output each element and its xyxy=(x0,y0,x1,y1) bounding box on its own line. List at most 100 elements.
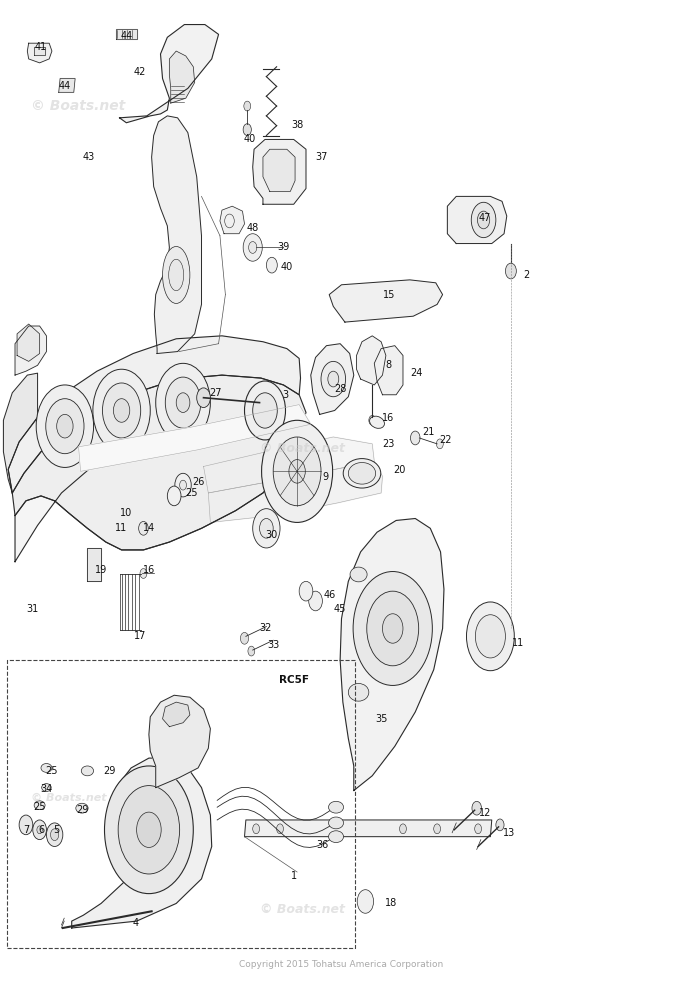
Circle shape xyxy=(104,766,193,894)
Circle shape xyxy=(113,399,130,422)
Polygon shape xyxy=(245,820,492,837)
Text: © Boats.net: © Boats.net xyxy=(260,442,344,455)
Text: 6: 6 xyxy=(38,825,44,835)
Circle shape xyxy=(471,202,496,238)
Text: 38: 38 xyxy=(291,120,303,130)
Text: RC5F: RC5F xyxy=(279,675,309,684)
Circle shape xyxy=(299,581,313,601)
Text: © Boats.net: © Boats.net xyxy=(31,792,107,802)
Circle shape xyxy=(505,263,516,279)
Circle shape xyxy=(240,632,249,644)
Ellipse shape xyxy=(348,463,376,484)
Circle shape xyxy=(93,369,150,452)
Circle shape xyxy=(353,572,432,685)
Ellipse shape xyxy=(169,259,184,291)
Text: 20: 20 xyxy=(393,465,406,475)
Text: 41: 41 xyxy=(35,42,47,52)
Polygon shape xyxy=(15,326,46,375)
Circle shape xyxy=(436,439,443,449)
Polygon shape xyxy=(152,116,201,354)
Circle shape xyxy=(175,473,191,497)
Polygon shape xyxy=(3,373,38,493)
Circle shape xyxy=(180,480,186,490)
Polygon shape xyxy=(169,51,195,103)
Text: 25: 25 xyxy=(45,766,57,776)
Ellipse shape xyxy=(348,683,369,701)
Text: 8: 8 xyxy=(385,360,391,370)
Text: 34: 34 xyxy=(40,784,53,793)
Ellipse shape xyxy=(41,764,52,772)
Text: 40: 40 xyxy=(243,135,255,144)
Circle shape xyxy=(19,815,33,835)
Circle shape xyxy=(369,415,376,425)
Ellipse shape xyxy=(343,459,381,488)
Ellipse shape xyxy=(329,801,344,813)
Ellipse shape xyxy=(81,766,94,776)
Text: 22: 22 xyxy=(439,435,451,445)
Circle shape xyxy=(51,829,59,841)
Circle shape xyxy=(253,824,260,834)
Text: 33: 33 xyxy=(267,640,279,650)
Polygon shape xyxy=(34,47,45,55)
Text: 40: 40 xyxy=(281,262,293,272)
Polygon shape xyxy=(311,344,354,414)
Circle shape xyxy=(57,414,73,438)
Text: 1: 1 xyxy=(291,871,296,881)
Ellipse shape xyxy=(76,803,88,813)
Polygon shape xyxy=(120,25,219,123)
Polygon shape xyxy=(163,702,190,727)
Text: 28: 28 xyxy=(334,384,346,394)
Circle shape xyxy=(36,385,94,467)
Circle shape xyxy=(475,615,505,658)
Text: 11: 11 xyxy=(115,523,128,533)
Ellipse shape xyxy=(350,568,367,581)
Polygon shape xyxy=(329,280,443,322)
Ellipse shape xyxy=(329,817,344,829)
Text: 44: 44 xyxy=(59,82,71,91)
Text: 11: 11 xyxy=(512,638,524,648)
Text: 4: 4 xyxy=(133,918,138,928)
Circle shape xyxy=(243,124,251,136)
Text: 29: 29 xyxy=(103,766,115,776)
Circle shape xyxy=(244,101,251,111)
Text: 16: 16 xyxy=(382,413,394,423)
Polygon shape xyxy=(263,149,295,191)
Circle shape xyxy=(167,486,181,506)
Text: 2: 2 xyxy=(522,270,529,280)
Circle shape xyxy=(477,211,490,229)
Text: 10: 10 xyxy=(120,508,133,518)
Text: 19: 19 xyxy=(95,565,107,574)
Text: 39: 39 xyxy=(277,243,290,252)
Text: 23: 23 xyxy=(382,439,394,449)
Polygon shape xyxy=(27,43,52,63)
Circle shape xyxy=(249,242,257,253)
Ellipse shape xyxy=(370,416,385,428)
Text: 36: 36 xyxy=(316,840,329,849)
Text: 48: 48 xyxy=(247,223,259,233)
Polygon shape xyxy=(59,79,75,92)
Circle shape xyxy=(253,509,280,548)
Circle shape xyxy=(309,591,322,611)
Text: 30: 30 xyxy=(266,530,278,540)
Text: 17: 17 xyxy=(134,631,146,641)
Text: © Boats.net: © Boats.net xyxy=(31,99,125,113)
Circle shape xyxy=(253,393,277,428)
Polygon shape xyxy=(116,29,137,39)
Polygon shape xyxy=(149,695,210,788)
Circle shape xyxy=(245,381,285,440)
Polygon shape xyxy=(8,336,301,493)
Polygon shape xyxy=(208,462,382,522)
Polygon shape xyxy=(204,437,374,493)
Polygon shape xyxy=(87,548,101,581)
Polygon shape xyxy=(15,430,290,562)
Circle shape xyxy=(37,826,42,834)
Circle shape xyxy=(197,388,210,408)
Circle shape xyxy=(248,646,255,656)
Polygon shape xyxy=(340,518,444,791)
Text: 26: 26 xyxy=(192,477,204,487)
Polygon shape xyxy=(220,206,245,234)
Polygon shape xyxy=(374,346,403,395)
Text: 13: 13 xyxy=(503,828,515,838)
Circle shape xyxy=(46,823,63,846)
Ellipse shape xyxy=(42,784,51,791)
